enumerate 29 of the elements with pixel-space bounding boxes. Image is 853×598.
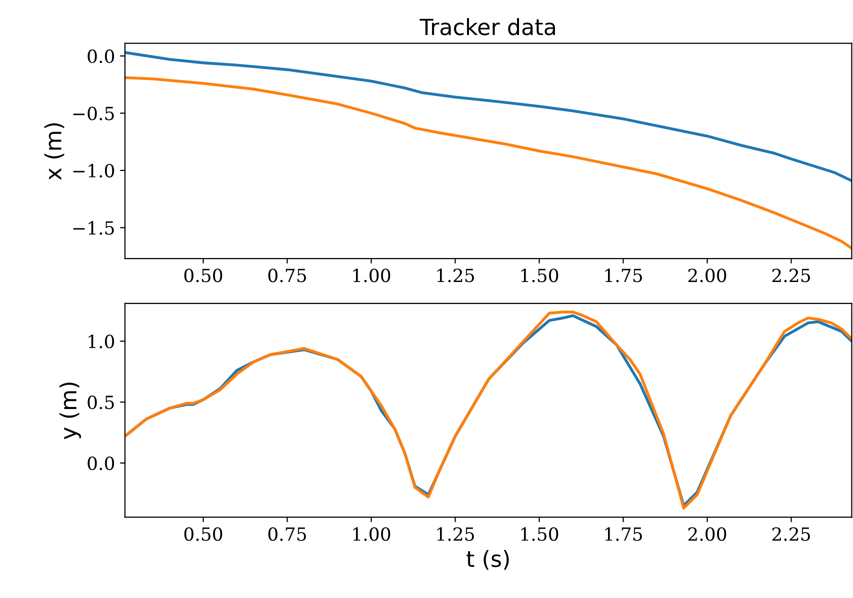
y-tick-label: −0.5 <box>73 106 114 120</box>
y-tick-label: 0.0 <box>88 49 114 64</box>
x-tick-label: 1.25 <box>437 268 474 282</box>
line-series <box>124 76 852 250</box>
x-tick-label: 1.50 <box>521 268 558 282</box>
x-tick-label: 2.25 <box>772 527 810 541</box>
y-axis-title: x (m) <box>44 123 64 180</box>
x-axis-title: t (s) <box>466 550 509 570</box>
x-tick-label: 2.25 <box>772 268 810 282</box>
y-tick-label: −1.5 <box>73 221 114 235</box>
x-tick-label: 0.75 <box>268 268 306 282</box>
y-tick-label: −1.0 <box>73 164 114 178</box>
x-tick-label: 1.50 <box>521 527 558 541</box>
y-tick-label: 1.0 <box>88 334 114 348</box>
x-tick-label: 1.25 <box>437 527 474 541</box>
x-tick-label: 1.00 <box>353 268 390 282</box>
y-axis-title: y (m) <box>59 382 81 440</box>
x-tick-label: 2.00 <box>688 527 726 541</box>
x-tick-label: 0.75 <box>268 527 306 541</box>
y-tick-label: 0.0 <box>88 456 114 470</box>
chart-title: Tracker data <box>420 18 555 36</box>
x-tick-label: 2.00 <box>688 268 726 282</box>
x-tick-label: 0.50 <box>184 268 222 282</box>
x-tick-label: 1.00 <box>353 527 390 541</box>
line-series <box>124 51 852 182</box>
x-tick-label: 1.75 <box>605 527 642 541</box>
x-tick-label: 1.75 <box>605 268 642 282</box>
x-tick-label: 0.50 <box>184 527 222 541</box>
y-tick-label: 0.5 <box>88 396 114 410</box>
